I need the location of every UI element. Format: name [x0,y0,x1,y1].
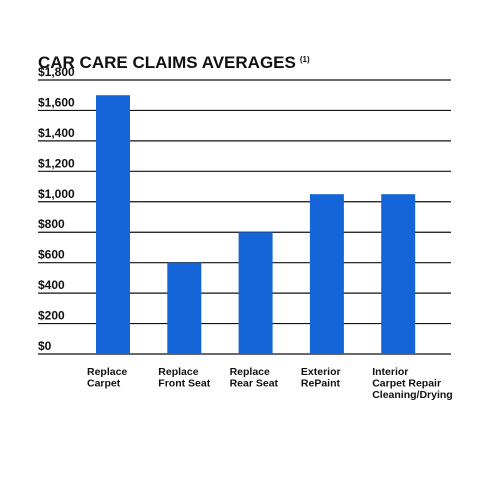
y-tick-label: $1,200 [38,156,75,170]
bar [167,262,202,354]
bar [96,95,130,354]
x-tick-label-line: Replace [87,366,127,378]
x-tick-label-line: Front Seat [158,378,210,390]
x-tick-label: Exterior RePaint [301,366,341,390]
y-axis-ticks: $0 $200 $400 $600 $800 $1,000 $1,200 $1,400 $1,6… [38,65,75,353]
x-tick-label-line: Replace [230,366,270,378]
x-tick-label: Interior Carpet Repair Cleaning/Drying [372,366,453,401]
y-tick-label: $200 [38,309,65,323]
y-tick-label: $1,800 [38,65,75,79]
chart-title-footnote: (1) [300,55,310,64]
x-tick-label-line: RePaint [301,378,341,390]
bar [238,232,273,354]
x-tick-label-line: Interior [372,366,408,378]
x-tick-label: Replace Carpet [87,366,127,390]
y-tick-label: $800 [38,217,65,231]
x-tick-label-line: Rear Seat [230,378,279,390]
chart-title: CAR CARE CLAIMS AVERAGES (1) [38,53,310,72]
y-tick-label: $400 [38,278,65,292]
y-tick-label: $600 [38,248,65,262]
bar [381,194,416,354]
y-tick-label: $1,000 [38,187,75,201]
bars [96,95,416,354]
y-tick-label: $1,400 [38,126,75,140]
x-tick-label-line: Carpet [87,378,121,390]
x-tick-label: Replace Rear Seat [230,366,279,390]
bar [309,194,344,354]
x-tick-label-line: Carpet Repair [372,378,441,390]
y-tick-label: $0 [38,339,52,353]
x-tick-label-line: Cleaning/Drying [372,389,453,401]
x-tick-label-line: Exterior [301,366,341,378]
y-tick-label: $1,600 [38,95,75,109]
x-tick-label-line: Replace [158,366,198,378]
chart-title-text: CAR CARE CLAIMS AVERAGES [38,53,296,72]
x-tick-label: Replace Front Seat [158,366,210,390]
